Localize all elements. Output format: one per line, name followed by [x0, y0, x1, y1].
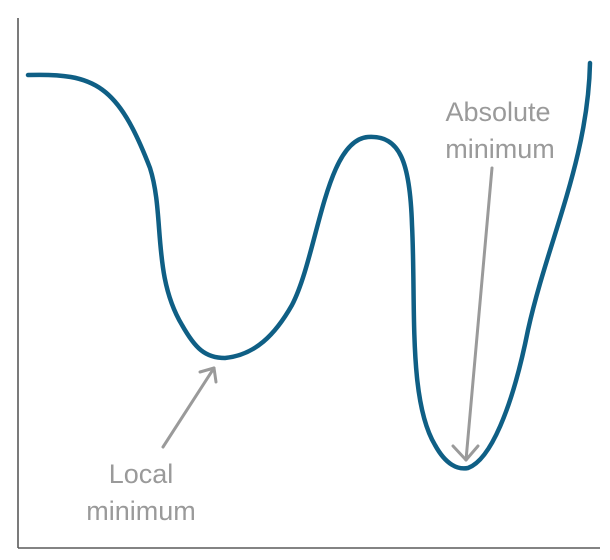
absolute-minimum-label-line2: minimum: [445, 134, 555, 164]
local-minimum-arrow: [161, 366, 218, 449]
local-minimum-arrowhead: [198, 366, 218, 384]
local-minimum-label-line1: Local: [109, 459, 174, 489]
function-curve: [25, 60, 593, 471]
axes: [17, 18, 600, 549]
local-minimum-label-line2: minimum: [86, 496, 196, 526]
local-minimum-arrow-shaft: [161, 366, 216, 449]
absolute-minimum-label-line1: Absolute: [445, 97, 550, 127]
absolute-minimum-label: Absolute minimum: [445, 97, 555, 164]
absolute-minimum-arrowhead: [451, 444, 480, 462]
absolute-minimum-arrow-shaft: [464, 166, 494, 462]
absolute-minimum-arrow: [451, 166, 494, 462]
local-minimum-label: Local minimum: [86, 459, 196, 526]
